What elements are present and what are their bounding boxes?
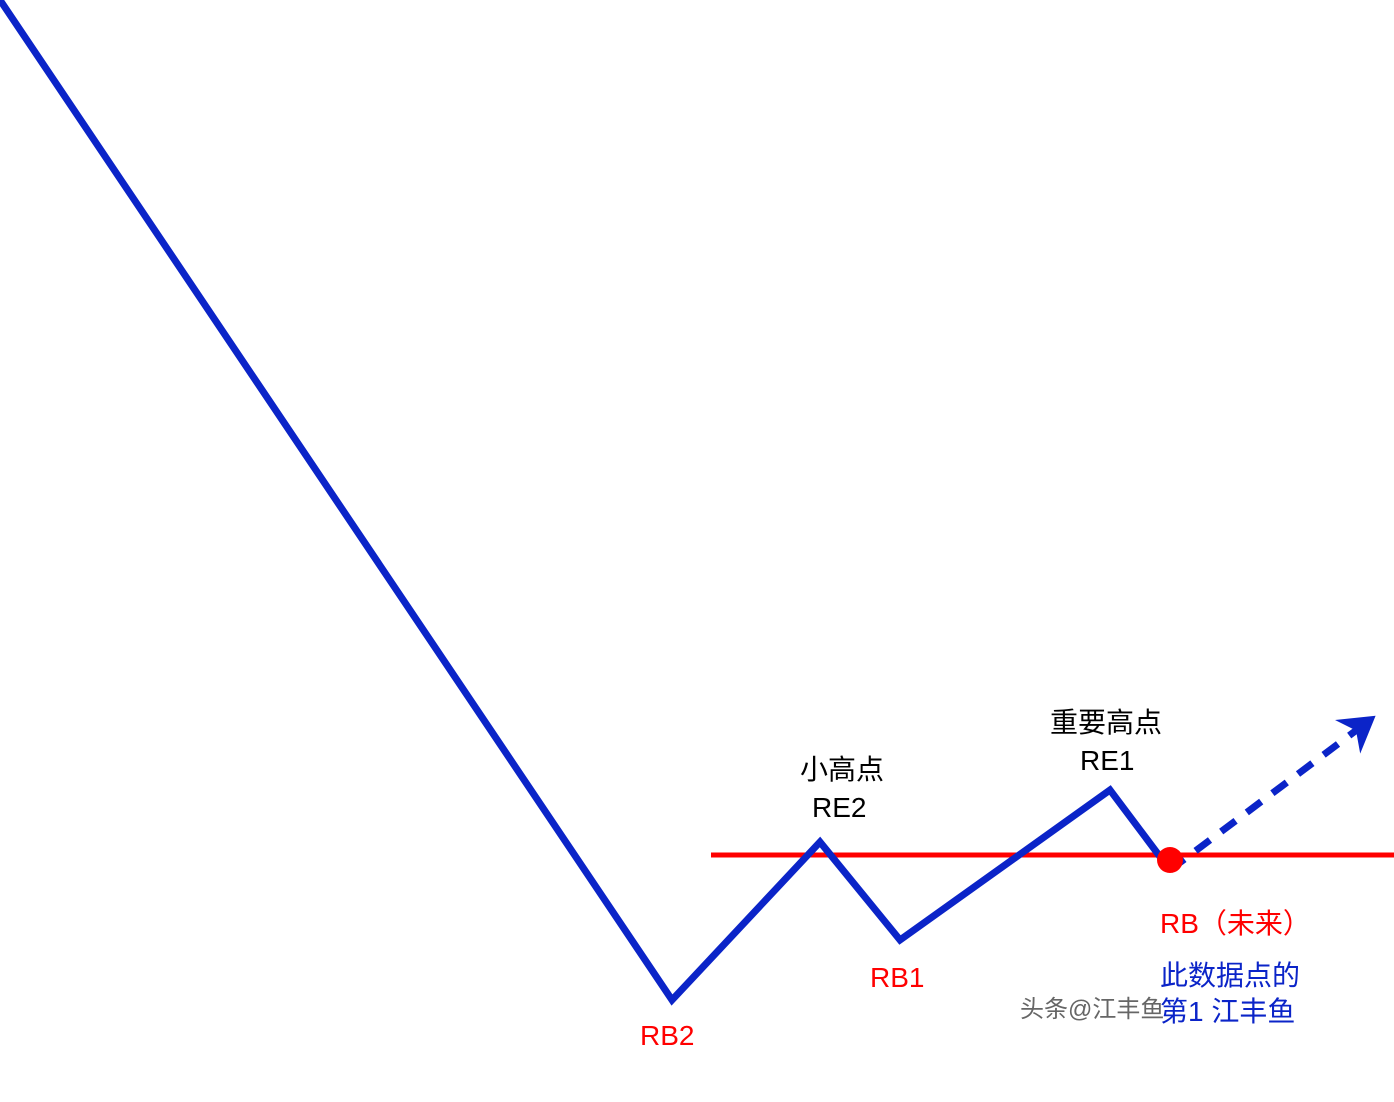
label-rb2: RB2 <box>640 1018 694 1054</box>
label-re1-top: 重要高点 <box>1050 705 1162 741</box>
rb-future-dot <box>1157 847 1183 873</box>
label-rb1: RB1 <box>870 960 924 996</box>
projected-path <box>1170 720 1370 870</box>
label-re1: RE1 <box>1080 743 1134 779</box>
label-note-line1: 此数据点的 <box>1160 958 1300 994</box>
label-re2: RE2 <box>812 790 866 826</box>
watermark: 头条@江丰鱼 <box>1020 994 1164 1025</box>
price-path <box>0 0 1170 1000</box>
label-rb-future: RB（未来） <box>1160 906 1311 942</box>
label-note-line2: 第1 江丰鱼 <box>1160 994 1295 1030</box>
label-re2-top: 小高点 <box>800 752 884 788</box>
